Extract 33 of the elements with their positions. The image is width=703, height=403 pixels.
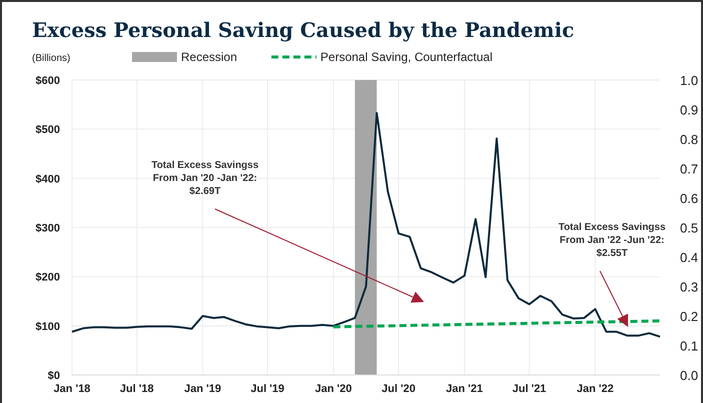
x-tick-label: Jul '18 bbox=[120, 383, 154, 395]
y2-tick-label: 0.9 bbox=[680, 102, 698, 118]
x-tick-label: Jul '19 bbox=[250, 383, 284, 395]
y-tick-label: $600 bbox=[36, 75, 60, 87]
x-tick-label: Jan '20 bbox=[314, 383, 352, 395]
y-axis-title: (Billions) bbox=[32, 53, 70, 64]
annotation: Total Excess Savingss From Jan '22 -Jun '22: $2.55T bbox=[558, 222, 666, 259]
legend-label: Recession bbox=[181, 50, 238, 64]
legend-label: Personal Saving, Counterfactual bbox=[320, 50, 493, 64]
annotation: Total Excess Savingss From Jan '20 -Jan '22: $2.69T bbox=[151, 160, 259, 197]
y-tick-label: $500 bbox=[36, 124, 60, 136]
y2-tick-label: 0.7 bbox=[680, 162, 698, 176]
y2-tick-label: 0.3 bbox=[680, 280, 698, 294]
x-tick-label: Jan '22 bbox=[576, 383, 614, 395]
y2-tick-label: 0.6 bbox=[680, 191, 698, 206]
y2-tick-label: 0.2 bbox=[680, 309, 698, 324]
y2-tick-label: 0.4 bbox=[680, 250, 698, 265]
x-tick-label: Jul '20 bbox=[382, 383, 416, 395]
y-tick-label: $0 bbox=[48, 370, 60, 382]
x-tick-label: Jul '21 bbox=[512, 383, 546, 395]
y2-tick-label: 0.0 bbox=[680, 368, 698, 383]
y-tick-label: $400 bbox=[36, 173, 60, 186]
x-tick-label: Jan '19 bbox=[184, 383, 222, 395]
x-tick-label: Jan '18 bbox=[54, 383, 90, 395]
y2-tick-label: 0.1 bbox=[680, 338, 698, 354]
y2-tick-label: 1.0 bbox=[680, 73, 698, 88]
y-tick-label: $300 bbox=[36, 222, 60, 234]
y2-tick-label: 0.8 bbox=[680, 132, 698, 147]
x-tick-label: Jan '21 bbox=[446, 383, 483, 395]
y-tick-label: $100 bbox=[36, 320, 60, 333]
y-tick-label: $200 bbox=[36, 272, 60, 284]
chart-title: Excess Personal Saving Caused by the Pandemic bbox=[32, 18, 574, 42]
y2-tick-label: 0.5 bbox=[680, 220, 698, 236]
